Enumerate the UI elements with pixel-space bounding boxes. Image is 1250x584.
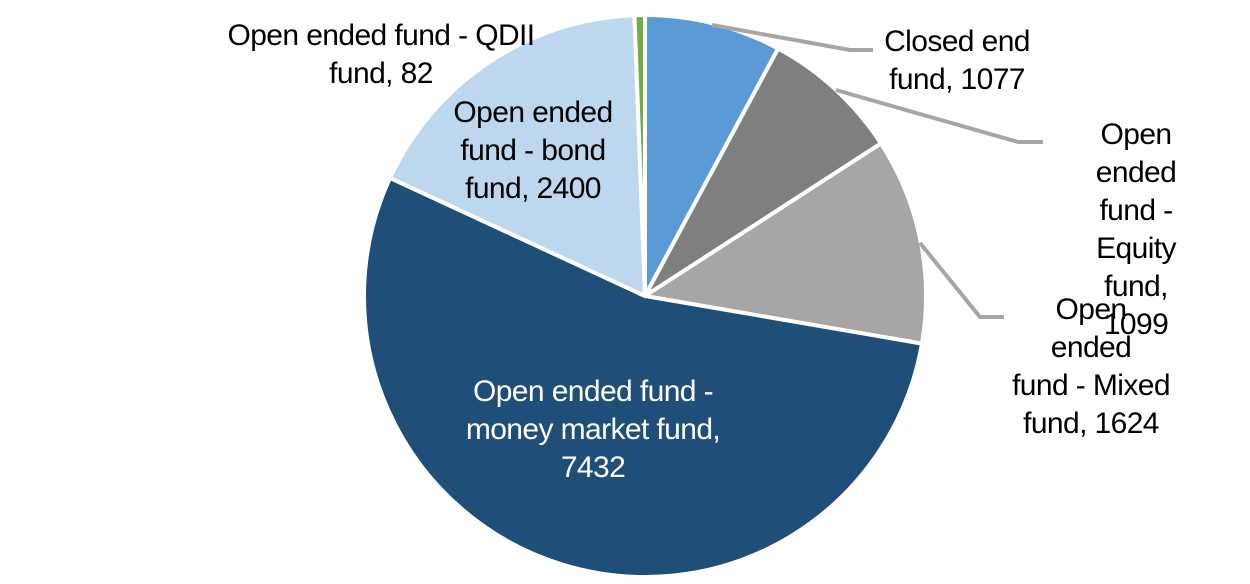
pie-slice-equity-fund[interactable] xyxy=(643,46,883,298)
pie-slice-mixed-fund[interactable] xyxy=(643,141,928,346)
data-label-closed-end-fund: Closed end fund, 1077 xyxy=(884,25,1030,96)
leader-line-closed-end-fund xyxy=(711,23,873,52)
data-label-qdii-fund: Open ended fund - QDII fund, 82 xyxy=(227,19,535,90)
pie-slice-qdii-fund[interactable] xyxy=(632,13,647,298)
data-label-equity-fund: Open ended fund - Equity fund, 1099 xyxy=(1095,118,1177,341)
leader-lines xyxy=(711,23,1043,319)
leader-line-equity-fund xyxy=(835,88,1043,144)
pie-slice-bond-fund[interactable] xyxy=(388,13,647,298)
data-label-money-market-fund: Open ended fund - money market fund, 743… xyxy=(465,375,721,484)
data-label-bond-fund: Open ended fund - bond fund, 2400 xyxy=(453,96,613,205)
pie-slice-money-market-fund[interactable] xyxy=(362,175,924,579)
leader-line-mixed-fund xyxy=(918,241,1004,319)
data-label-mixed-fund: Open ended fund - Mixed fund, 1624 xyxy=(1012,293,1170,440)
pie-slices xyxy=(362,13,928,579)
